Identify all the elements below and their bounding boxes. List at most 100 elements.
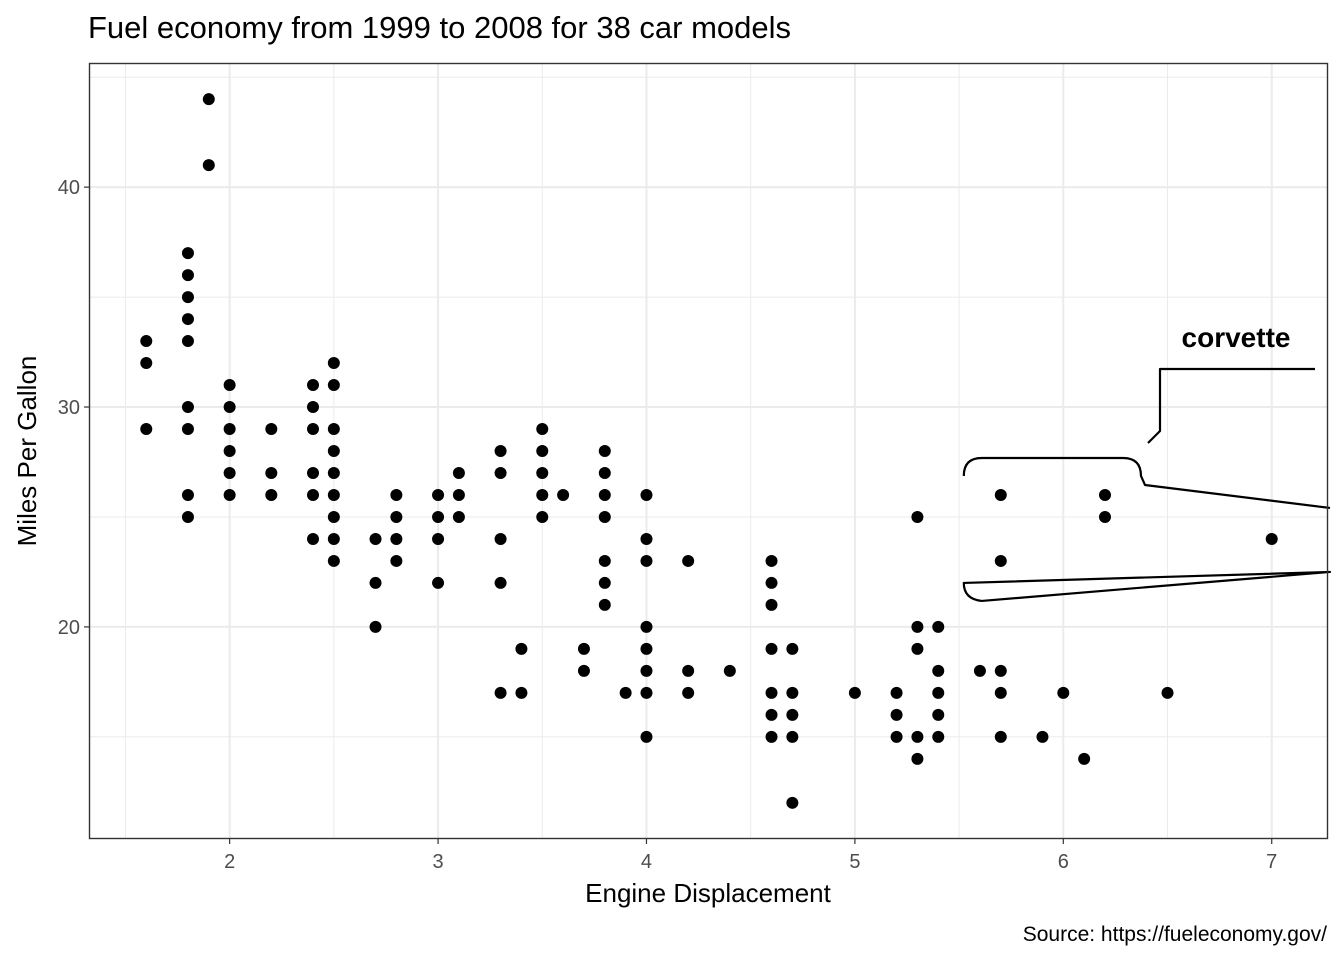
data-point: [682, 664, 695, 677]
data-point: [765, 708, 778, 721]
data-point: [911, 620, 924, 633]
data-point: [911, 752, 924, 765]
data-point: [1078, 752, 1091, 765]
data-point: [765, 642, 778, 655]
data-point: [452, 510, 465, 523]
data-point: [307, 466, 320, 479]
data-point: [932, 620, 945, 633]
data-point: [327, 445, 340, 457]
data-point: [786, 730, 799, 743]
data-point: [223, 423, 236, 436]
x-tick-label: 7: [1266, 851, 1277, 873]
data-point: [911, 642, 924, 655]
data-point: [890, 686, 903, 699]
data-point: [515, 642, 528, 655]
data-point: [848, 686, 861, 699]
data-point: [536, 466, 549, 479]
data-point: [994, 488, 1007, 501]
data-points: [140, 93, 1278, 809]
data-point: [765, 686, 778, 699]
data-point: [223, 488, 236, 501]
y-axis-title: Miles Per Gallon: [12, 356, 42, 547]
data-point: [307, 401, 320, 414]
data-point: [1098, 488, 1111, 501]
data-point: [619, 686, 632, 699]
data-point: [327, 488, 340, 501]
data-point: [307, 423, 320, 436]
data-point: [327, 466, 340, 479]
data-point: [765, 730, 778, 743]
data-point: [640, 488, 653, 501]
data-point: [890, 730, 903, 743]
data-point: [640, 686, 653, 699]
data-point: [598, 576, 611, 589]
data-point: [536, 510, 549, 523]
data-point: [390, 554, 403, 567]
data-point: [765, 576, 778, 589]
data-point: [515, 686, 528, 699]
data-point: [536, 488, 549, 501]
data-point: [390, 510, 403, 523]
data-point: [494, 532, 507, 545]
data-point: [786, 642, 799, 655]
x-tick-label: 2: [224, 851, 235, 873]
data-point: [140, 335, 153, 348]
data-point: [327, 379, 340, 392]
data-point: [786, 796, 799, 809]
data-point: [723, 664, 736, 677]
data-point: [369, 532, 382, 545]
data-point: [327, 423, 340, 436]
data-point: [181, 269, 194, 282]
data-point: [577, 642, 590, 655]
data-point: [1161, 686, 1174, 699]
data-point: [786, 686, 799, 699]
data-point: [265, 423, 278, 436]
source-caption: Source: https://fueleconomy.gov/: [1023, 923, 1327, 946]
grid-lines: [90, 64, 1328, 838]
data-point: [181, 423, 194, 436]
data-point: [181, 510, 194, 523]
data-point: [598, 445, 611, 457]
data-point: [390, 532, 403, 545]
data-point: [765, 598, 778, 611]
data-point: [994, 686, 1007, 699]
data-point: [598, 598, 611, 611]
data-point: [307, 488, 320, 501]
data-point: [1265, 532, 1278, 545]
data-point: [1036, 730, 1049, 743]
data-point: [432, 510, 445, 523]
x-tick-label: 6: [1058, 851, 1069, 873]
corvette-annotation: corvette: [962, 322, 1332, 603]
callout-bubble: [962, 456, 1332, 603]
y-tick-label: 30: [58, 397, 80, 419]
data-point: [786, 708, 799, 721]
annotation-label: corvette: [1182, 322, 1291, 353]
data-point: [140, 423, 153, 436]
x-tick-label: 3: [432, 851, 443, 873]
x-tick-label: 4: [641, 851, 652, 873]
data-point: [494, 445, 507, 457]
y-tick-label: 40: [58, 177, 80, 199]
data-point: [369, 620, 382, 633]
data-point: [994, 554, 1007, 567]
data-point: [598, 488, 611, 501]
data-point: [640, 532, 653, 545]
data-point: [536, 445, 549, 457]
data-point: [494, 466, 507, 479]
data-point: [682, 554, 695, 567]
data-point: [640, 730, 653, 743]
data-point: [223, 379, 236, 392]
data-point: [369, 576, 382, 589]
data-point: [181, 313, 194, 326]
data-point: [432, 532, 445, 545]
data-point: [994, 730, 1007, 743]
data-point: [1098, 510, 1111, 523]
data-point: [640, 642, 653, 655]
data-point: [682, 686, 695, 699]
data-point: [640, 664, 653, 677]
data-point: [327, 357, 340, 370]
data-point: [1057, 686, 1070, 699]
data-point: [598, 466, 611, 479]
data-point: [932, 664, 945, 677]
data-point: [765, 554, 778, 567]
